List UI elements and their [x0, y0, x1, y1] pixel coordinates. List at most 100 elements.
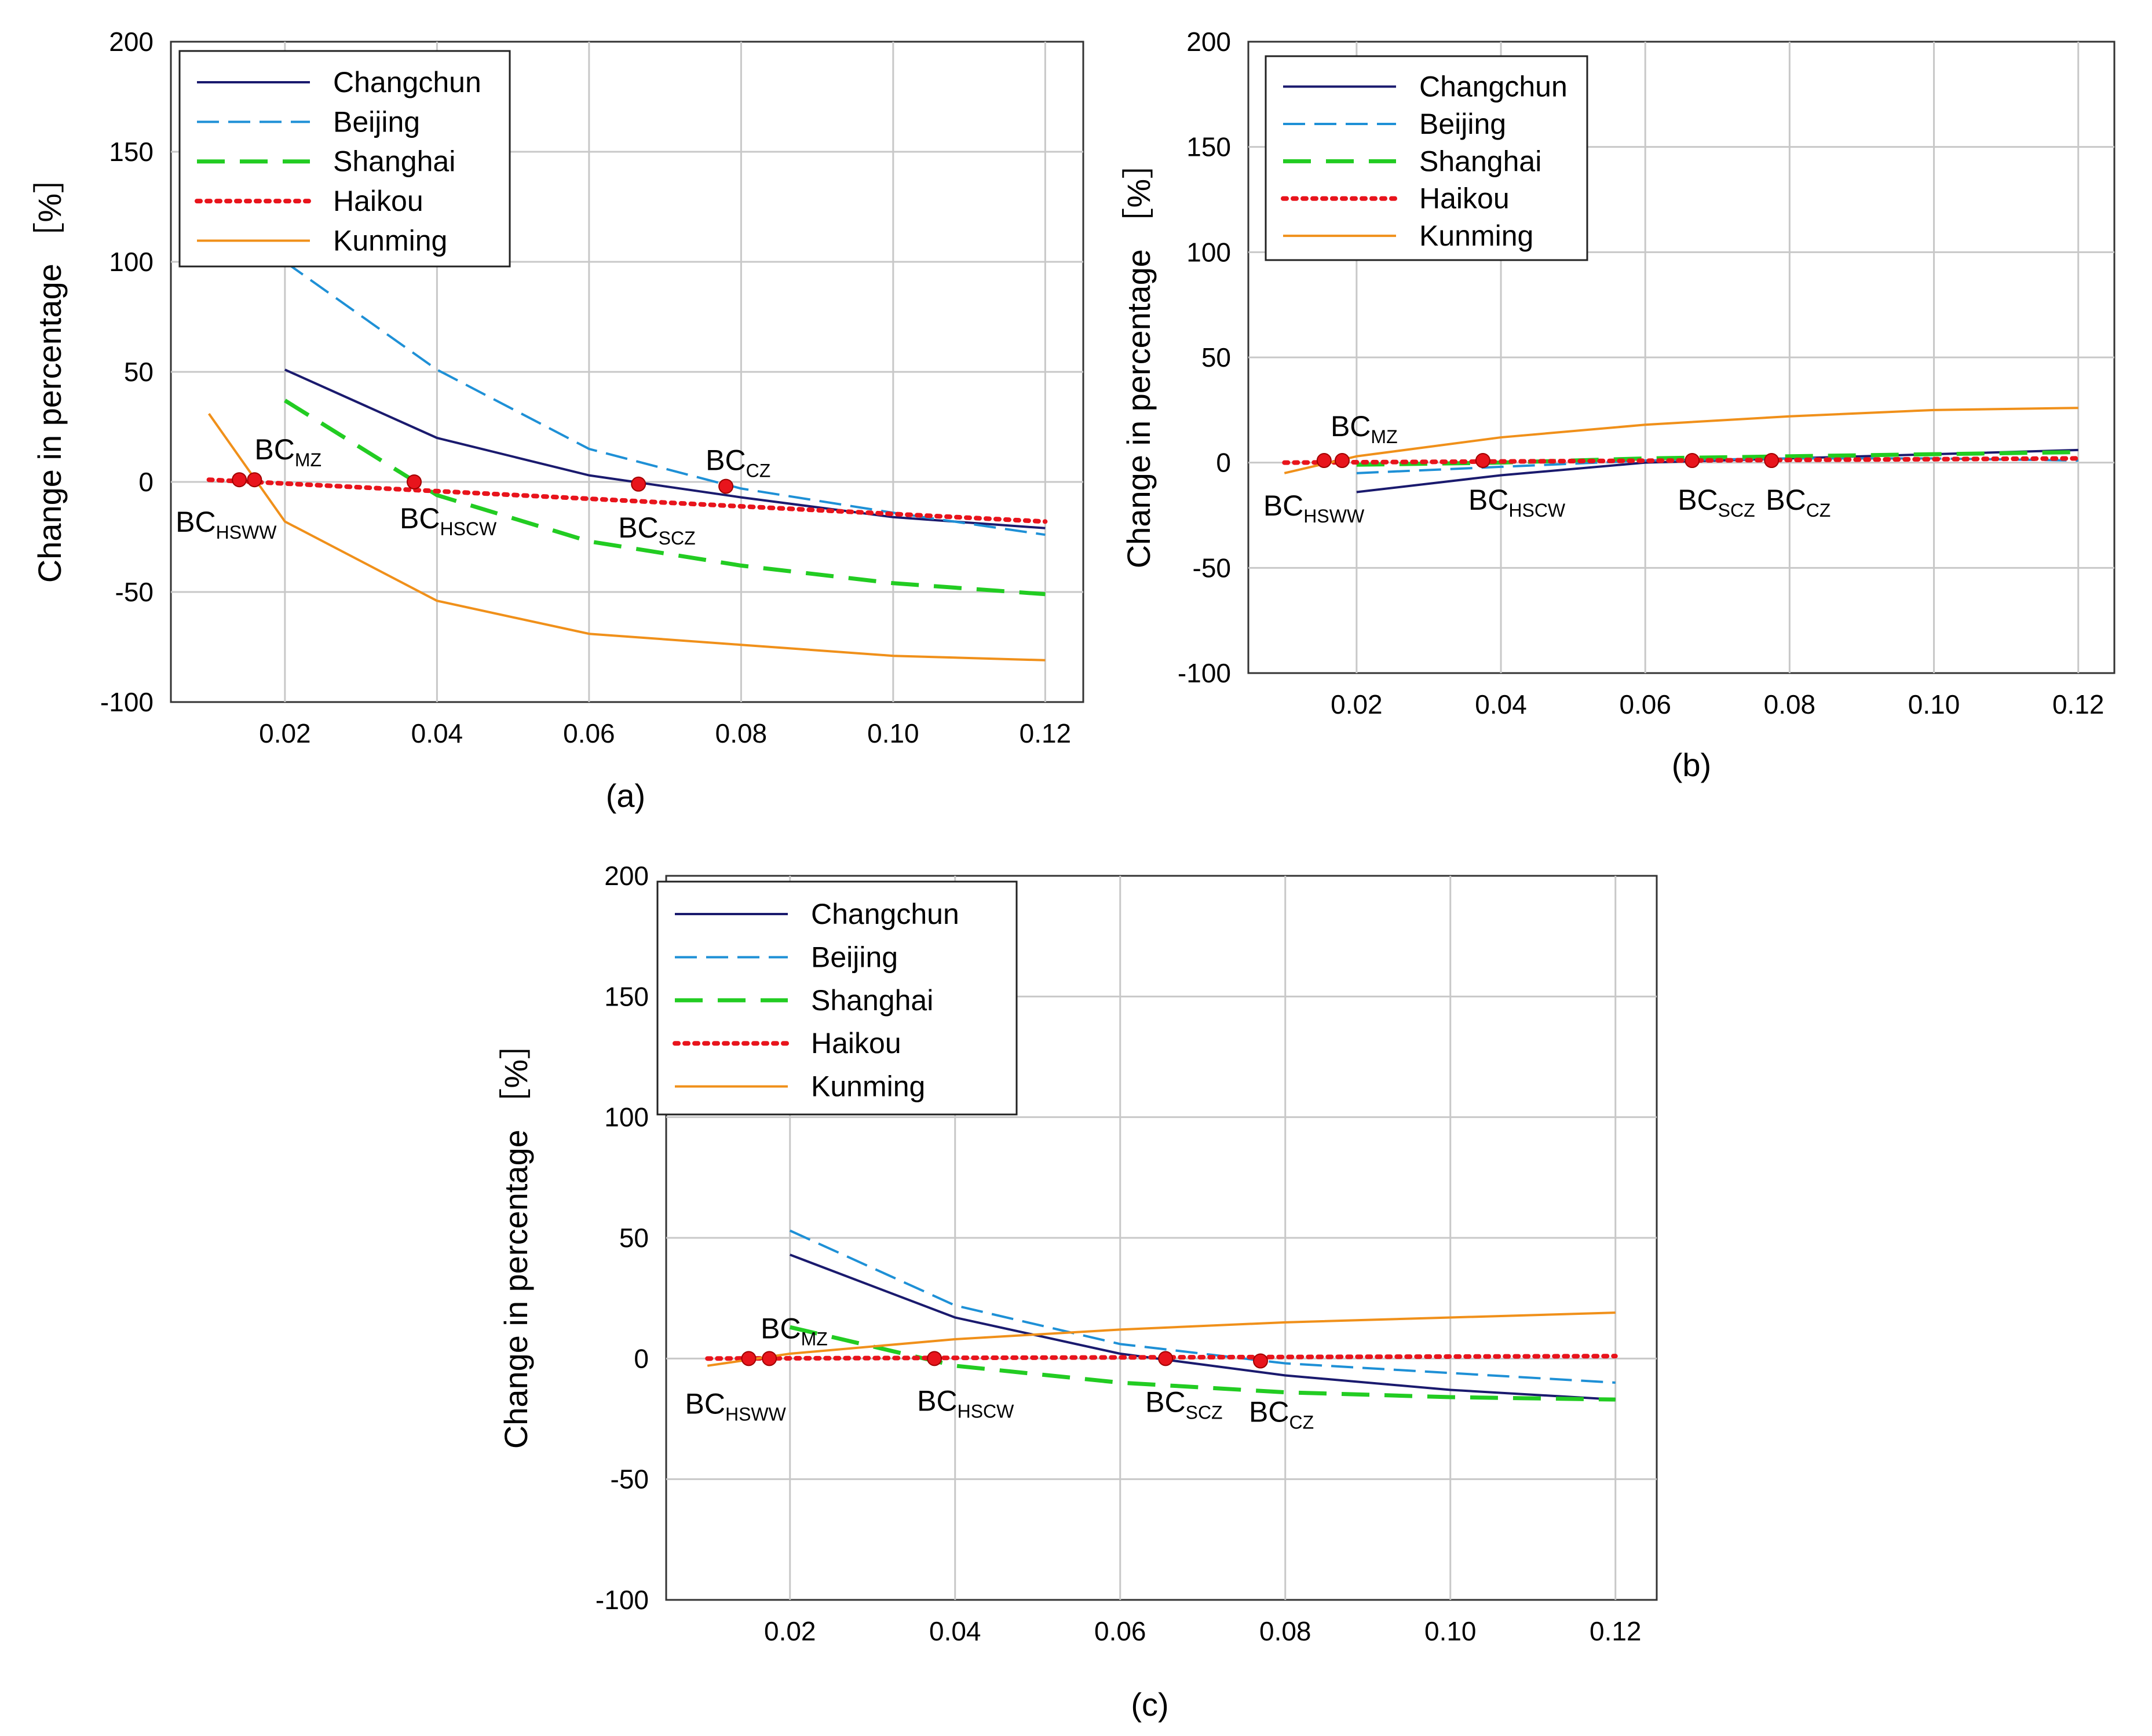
x-tick-label: 0.12	[1020, 718, 1072, 748]
y-axis-label: Change in percentage ［%］	[1120, 147, 1157, 568]
chart-panel-b: 200 150 100 50 0 -50 -100 0.02 0.04 0.06 0.08 0.10 0…	[1120, 27, 2116, 783]
legend-label-kunming: Kunming	[333, 225, 447, 257]
y-tick-label: 100	[604, 1102, 649, 1132]
legend-label-beijing: Beijing	[811, 941, 898, 973]
x-tick-label: 0.02	[259, 718, 311, 748]
series-line-kunming	[207, 413, 1046, 661]
legend-box	[1265, 55, 1588, 261]
y-tick-label: 200	[109, 27, 154, 57]
y-tick-label: -50	[115, 577, 154, 607]
y-tick-label: -100	[595, 1585, 649, 1615]
series-line-shanghai	[1356, 450, 2078, 467]
y-tick-label: 50	[1201, 342, 1231, 372]
chart-panel-c: 200 150 100 50 0 -50 -100 0.02 0.04 0.06 0.08 0.10 0…	[498, 861, 1658, 1723]
legend-label-shanghai: Shanghai	[811, 984, 933, 1017]
y-axis-label: Change in percentage ［%］	[31, 161, 68, 583]
legend-label-kunming: Kunming	[1419, 220, 1533, 252]
y-tick-label: 0	[634, 1343, 649, 1373]
marker-bc-hsww	[1316, 453, 1332, 469]
series-line-haikou	[1282, 456, 2081, 465]
legend: Changchun Beijing Shanghai Haikou Kunming	[1265, 55, 1588, 261]
series-line-changchun	[790, 1253, 1616, 1401]
y-tick-label: 200	[1186, 27, 1231, 57]
marker-bc-hsww	[232, 472, 247, 488]
annotation-bc-scz: BCSCZ	[1145, 1386, 1222, 1423]
marker-bc-mz	[1334, 453, 1350, 469]
y-tick-label: -100	[100, 687, 154, 717]
x-tick-label: 0.04	[411, 718, 463, 748]
x-tick-label: 0.08	[1259, 1616, 1311, 1646]
annotation-bc-hscw: BCHSCW	[917, 1384, 1014, 1421]
annotation-bc-hscw: BCHSCW	[400, 502, 497, 539]
annotation-bc-mz: BCMZ	[761, 1312, 828, 1349]
x-tick-label: 0.10	[1424, 1616, 1477, 1646]
y-tick-label: 150	[1186, 132, 1231, 162]
legend-label-changchun: Changchun	[1419, 71, 1568, 103]
x-tick-label: 0.02	[1331, 689, 1383, 719]
y-tick-label: 0	[138, 467, 154, 497]
marker-bc-cz	[1764, 453, 1780, 469]
legend-box	[656, 880, 1018, 1116]
x-tick-label: 0.08	[1764, 689, 1816, 719]
chart-panel-a: 200 150 100 50 0 -50 -100 0.02 0.04 0.06 0.08 0.10 0…	[31, 27, 1084, 814]
panel-caption: (b)	[1672, 747, 1711, 783]
y-tick-label: 0	[1216, 448, 1231, 478]
x-tick-label: 0.12	[2052, 689, 2104, 719]
annotation-bc-cz: BCCZ	[1249, 1396, 1314, 1433]
marker-bc-cz	[718, 478, 734, 494]
x-tick-label: 0.04	[929, 1616, 981, 1646]
marker-bc-mz	[247, 472, 262, 488]
x-tick-label: 0.04	[1475, 689, 1527, 719]
legend-label-haikou: Haikou	[1419, 182, 1510, 215]
annotation-bc-cz: BCCZ	[1766, 484, 1831, 521]
annotation-bc-hscw: BCHSCW	[1468, 484, 1566, 521]
legend-label-shanghai: Shanghai	[333, 145, 455, 178]
y-axis-label: Change in percentage ［%］	[498, 1027, 534, 1449]
x-tick-label: 0.06	[563, 718, 615, 748]
y-tick-label: 150	[604, 981, 649, 1011]
series-line-kunming	[707, 1311, 1616, 1367]
y-tick-label: 50	[124, 357, 154, 387]
marker-bc-mz	[762, 1351, 777, 1366]
annotation-bc-mz: BCMZ	[254, 433, 321, 470]
annotation-bc-scz: BCSCZ	[1678, 484, 1755, 521]
marker-bc-scz	[1158, 1351, 1174, 1366]
marker-bc-cz	[1253, 1353, 1268, 1369]
x-tick-label: 0.10	[867, 718, 919, 748]
annotation-bc-hsww: BCHSWW	[1263, 489, 1365, 527]
legend-label-kunming: Kunming	[811, 1070, 925, 1103]
legend-label-beijing: Beijing	[1419, 108, 1506, 140]
marker-bc-hscw	[927, 1351, 942, 1366]
y-tick-label: 200	[604, 861, 649, 891]
y-tick-label: 50	[619, 1223, 649, 1253]
marker-bc-hscw	[1475, 453, 1490, 469]
legend-label-changchun: Changchun	[333, 66, 481, 98]
legend: Changchun Beijing Shanghai Haikou Kunming	[656, 880, 1018, 1116]
annotation-bc-hsww: BCHSWW	[685, 1387, 787, 1424]
legend-label-haikou: Haikou	[811, 1027, 901, 1059]
x-tick-label: 0.10	[1908, 689, 1960, 719]
x-tick-label: 0.02	[764, 1616, 816, 1646]
legend-box	[178, 50, 511, 268]
y-tick-label: -100	[1178, 658, 1231, 688]
x-tick-label: 0.06	[1619, 689, 1671, 719]
series-line-beijing	[789, 1229, 1616, 1384]
marker-bc-hsww	[741, 1351, 757, 1366]
y-tick-label: 150	[109, 137, 154, 167]
series-line-changchun	[284, 368, 1046, 529]
legend: Changchun Beijing Shanghai Haikou Kunming	[178, 50, 511, 268]
marker-bc-hscw	[407, 474, 422, 489]
y-tick-label: 100	[1186, 237, 1231, 267]
series-line-haikou	[206, 477, 1048, 524]
legend-label-beijing: Beijing	[333, 105, 420, 138]
y-tick-label: 100	[109, 247, 154, 277]
legend-label-changchun: Changchun	[811, 898, 959, 930]
x-tick-label: 0.06	[1094, 1616, 1146, 1646]
annotation-bc-hsww: BCHSWW	[176, 506, 277, 543]
series-line-kunming	[1284, 407, 2078, 474]
marker-bc-scz	[631, 476, 646, 492]
marker-bc-scz	[1685, 453, 1700, 469]
legend-label-haikou: Haikou	[333, 185, 423, 217]
annotation-bc-cz: BCCZ	[706, 444, 770, 481]
